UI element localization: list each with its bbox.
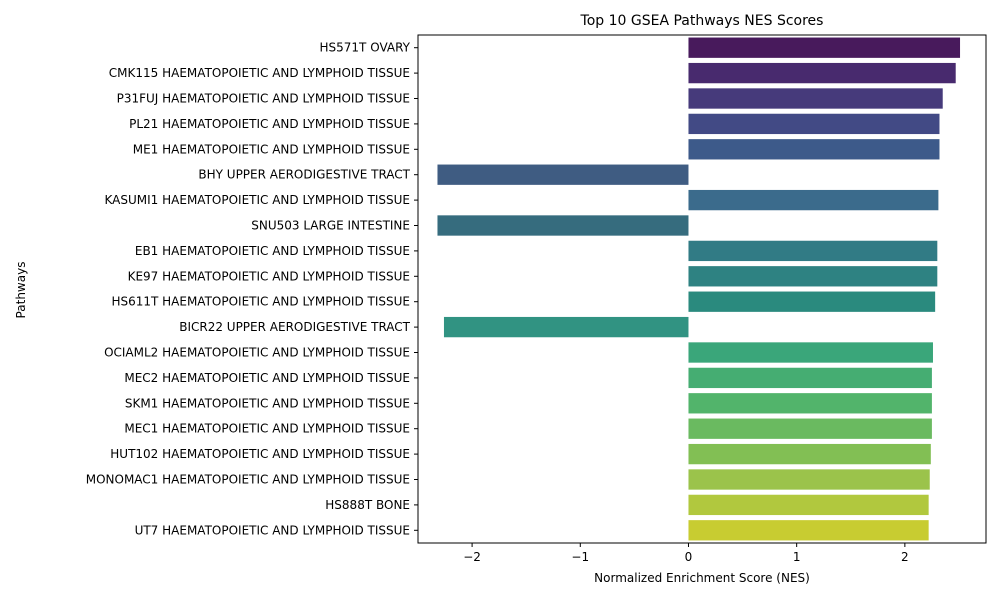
bar [688,469,930,490]
y-tick-label: OCIAML2 HAEMATOPOIETIC AND LYMPHOID TISS… [104,346,410,360]
bar [688,494,929,516]
bar [688,62,956,84]
y-tick-label: SKM1 HAEMATOPOIETIC AND LYMPHOID TISSUE [125,396,410,410]
y-tick-label: ME1 HAEMATOPOIETIC AND LYMPHOID TISSUE [133,142,410,156]
plot-frame [417,34,987,544]
y-tick-label: BICR22 UPPER AERODIGESTIVE TRACT [179,320,410,334]
bar [437,215,689,236]
y-tick-label: BHY UPPER AERODIGESTIVE TRACT [198,168,410,182]
bars-group [437,37,961,541]
bar [688,443,931,465]
x-axis-title: Normalized Enrichment Score (NES) [594,571,810,585]
y-tick-label: P31FUJ HAEMATOPOIETIC AND LYMPHOID TISSU… [117,92,410,106]
bar [443,316,689,338]
bar [688,266,938,287]
bar [688,342,933,363]
bar [688,367,932,389]
bar [688,393,932,414]
y-tick-label: KE97 HAEMATOPOIETIC AND LYMPHOID TISSUE [128,269,410,283]
x-tick-label: 1 [793,550,801,564]
bar [688,291,936,312]
bar [437,164,689,185]
y-tick-label: HS611T HAEMATOPOIETIC AND LYMPHOID TISSU… [111,295,410,309]
y-tick-label: KASUMI1 HAEMATOPOIETIC AND LYMPHOID TISS… [105,193,410,207]
y-tick-label: HS571T OVARY [320,41,411,55]
x-ticks: −2 −1 0 1 2 [463,543,909,564]
bar [688,418,932,439]
y-tick-label: UT7 HAEMATOPOIETIC AND LYMPHOID TISSUE [135,523,410,537]
x-tick-label: 0 [685,550,693,564]
y-axis-title: Pathways [14,262,28,319]
bar [688,88,943,109]
bar [688,240,938,262]
y-tick-label: MEC2 HAEMATOPOIETIC AND LYMPHOID TISSUE [124,371,410,385]
y-tick-label: MONOMAC1 HAEMATOPOIETIC AND LYMPHOID TIS… [86,473,410,487]
y-tick-label: EB1 HAEMATOPOIETIC AND LYMPHOID TISSUE [135,244,410,258]
x-tick-label: −2 [463,550,481,564]
x-tick-label: −1 [571,550,589,564]
y-tick-label: SNU503 LARGE INTESTINE [251,219,410,233]
chart-title: Top 10 GSEA Pathways NES Scores [580,13,824,29]
y-tick-label: CMK115 HAEMATOPOIETIC AND LYMPHOID TISSU… [109,66,410,80]
bar [688,520,929,541]
y-tick-label: MEC1 HAEMATOPOIETIC AND LYMPHOID TISSUE [124,422,410,436]
y-tick-labels: HS571T OVARY CMK115 HAEMATOPOIETIC AND LY… [86,41,418,537]
y-tick-label: HS888T BONE [325,498,410,512]
bar [688,139,940,160]
bar [688,189,939,211]
x-tick-label: 2 [901,550,909,564]
bar [688,37,961,58]
bar [688,113,940,135]
y-tick-label: HUT102 HAEMATOPOIETIC AND LYMPHOID TISSU… [110,447,410,461]
y-tick-label: PL21 HAEMATOPOIETIC AND LYMPHOID TISSUE [129,117,410,131]
